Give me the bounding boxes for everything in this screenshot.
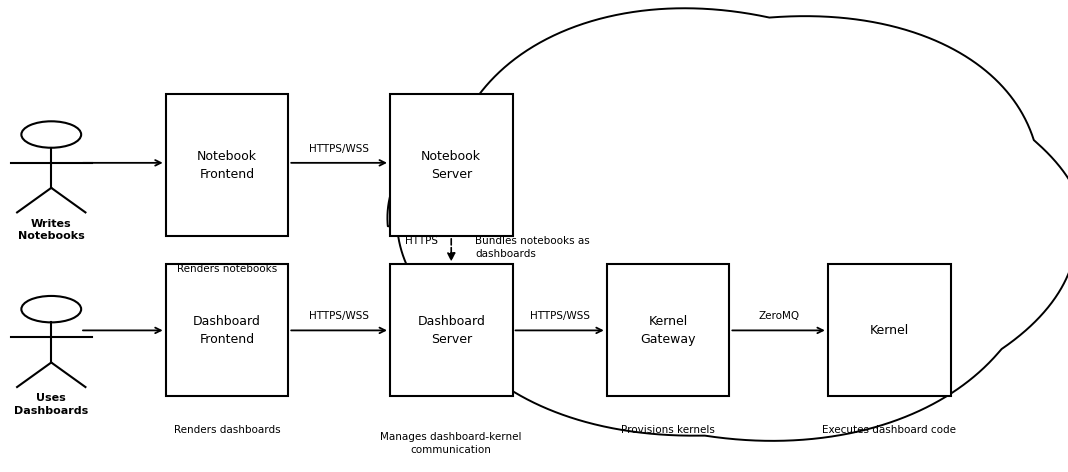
Text: Provisions kernels: Provisions kernels (622, 425, 714, 435)
Bar (607, 264, 729, 396)
Text: HTTPS/WSS: HTTPS/WSS (309, 144, 368, 154)
Text: Dashboard
Server: Dashboard Server (418, 315, 485, 346)
Bar (828, 264, 951, 396)
Text: HTTPS: HTTPS (406, 236, 438, 246)
Text: Notebook
Frontend: Notebook Frontend (197, 150, 257, 181)
Text: ZeroMQ: ZeroMQ (758, 312, 799, 321)
Text: HTTPS/WSS: HTTPS/WSS (309, 312, 368, 321)
Text: Bundles notebooks as
dashboards: Bundles notebooks as dashboards (475, 236, 590, 259)
Text: Writes
Notebooks: Writes Notebooks (18, 219, 84, 241)
Bar (390, 94, 513, 236)
Text: HTTPS/WSS: HTTPS/WSS (530, 312, 590, 321)
Bar (166, 94, 288, 236)
Text: Dashboard
Frontend: Dashboard Frontend (193, 315, 261, 346)
Bar (390, 264, 513, 396)
Text: Executes dashboard code: Executes dashboard code (822, 425, 956, 435)
Text: Renders dashboards: Renders dashboards (174, 425, 280, 435)
Text: Kernel
Gateway: Kernel Gateway (641, 315, 695, 346)
Bar (166, 264, 288, 396)
Text: Kernel: Kernel (869, 324, 909, 337)
Text: Notebook
Server: Notebook Server (421, 150, 482, 181)
Text: Renders notebooks: Renders notebooks (177, 264, 277, 274)
Polygon shape (388, 8, 1068, 441)
Text: Manages dashboard-kernel
communication: Manages dashboard-kernel communication (380, 432, 522, 455)
Text: Uses
Dashboards: Uses Dashboards (14, 393, 89, 415)
